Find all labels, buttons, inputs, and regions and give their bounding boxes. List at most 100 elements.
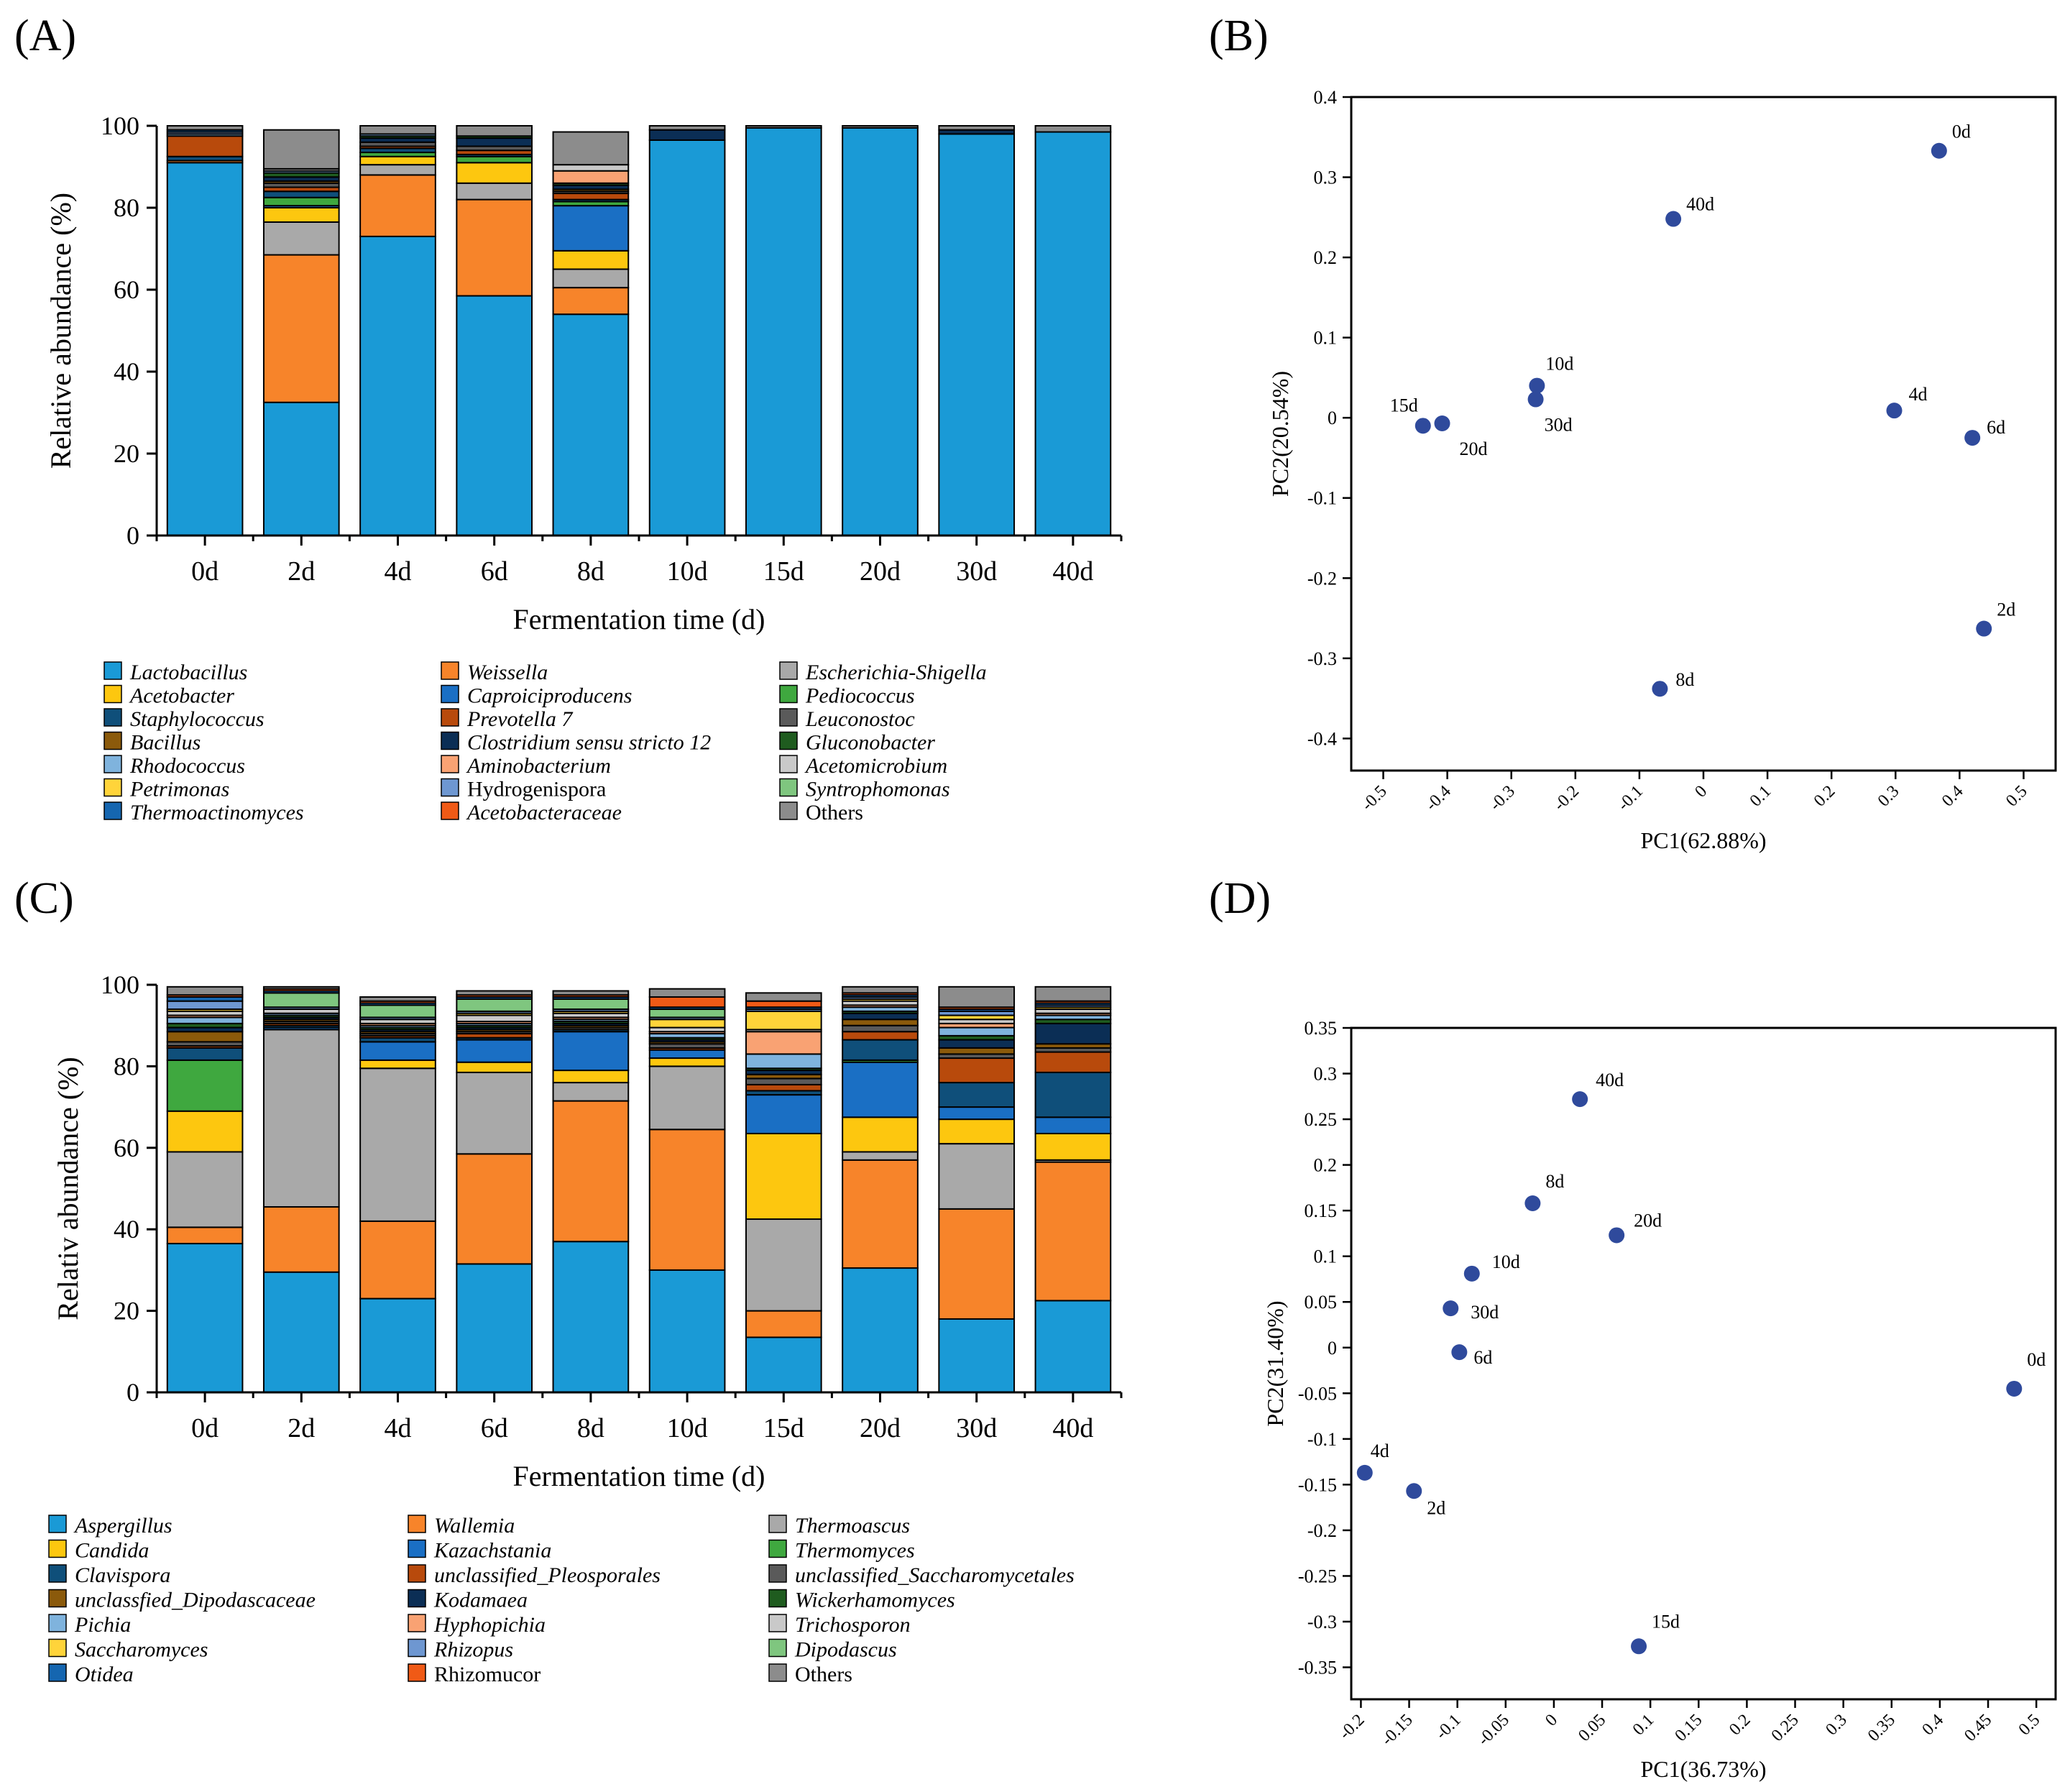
bar-segment	[745, 1336, 822, 1393]
bar-segment	[262, 1271, 340, 1393]
bar-segment	[456, 1039, 533, 1063]
legend-label: Leuconostoc	[805, 707, 915, 731]
legend-swatch	[104, 778, 122, 797]
legend-swatch	[104, 801, 122, 820]
bar-segment	[166, 1000, 244, 1011]
bar-segment	[648, 1065, 726, 1131]
x-axis-title: PC1(62.88%)	[1640, 827, 1766, 853]
legend-label: Hyphopichia	[433, 1613, 546, 1637]
legend-swatch	[48, 1663, 67, 1682]
legend-item: Kodamaea	[408, 1589, 528, 1612]
x-tick-label: -0.2	[1335, 1711, 1368, 1743]
bar-segment	[938, 985, 1016, 1008]
point-label: 30d	[1471, 1302, 1499, 1323]
y-tick-label: 0	[126, 521, 139, 550]
legend-item: Prevotella 7	[441, 707, 574, 731]
bar-segment	[552, 313, 630, 536]
legend-label: Aminobacterium	[466, 754, 611, 778]
bar-segment	[552, 268, 630, 289]
x-tick-label: 0	[1542, 1711, 1561, 1730]
y-tick-label: 100	[101, 970, 139, 999]
legend-swatch	[104, 684, 122, 704]
bar-segment	[842, 1031, 919, 1041]
legend-label: Rhizopus	[433, 1638, 513, 1662]
legend-item: Saccharomyces	[48, 1638, 208, 1662]
bar-segment	[745, 1310, 822, 1338]
bar-segment	[745, 1010, 822, 1031]
legend-swatch	[779, 684, 798, 704]
bar-segment	[552, 1070, 630, 1084]
legend-item: Pediococcus	[779, 684, 915, 708]
legend-item: Lactobacillus	[104, 661, 247, 684]
bar-segment	[938, 1026, 1016, 1037]
point-label: 4d	[1908, 384, 1927, 405]
point-label: 20d	[1460, 438, 1488, 459]
legend-label: Dipodascus	[794, 1638, 897, 1662]
x-tick-label: 40d	[1052, 1413, 1093, 1443]
legend-swatch	[779, 708, 798, 727]
y-tick-label: 0.2	[1314, 1155, 1338, 1176]
pcoa-point	[1665, 211, 1682, 227]
point-label: 2d	[1997, 599, 2015, 620]
legend-label: Escherichia-Shigella	[805, 661, 987, 684]
legend-item: Aspergillus	[48, 1514, 172, 1538]
legend-label: Wickerhamomyces	[795, 1589, 955, 1612]
pcoa-plot-d: -0.2 -0.15 -0.1 -0.05 0 0.05 0.1 0.15 0.2 0.25 0.3…	[1262, 1018, 2057, 1782]
pcoa-point	[1572, 1091, 1588, 1108]
x-tick-label: 0d	[191, 556, 218, 587]
y-tick-label: 0.25	[1305, 1109, 1338, 1130]
pcoa-point	[1463, 1265, 1480, 1282]
x-axis-title: PC1(36.73%)	[1640, 1756, 1766, 1782]
pcoa-point	[2006, 1380, 2023, 1397]
legend-item: Thermomyces	[768, 1539, 915, 1563]
y-tick-label: 0	[1328, 1338, 1337, 1359]
bar-segment	[456, 155, 533, 164]
bar-segment	[1034, 985, 1112, 1002]
y-tick-label: -0.2	[1307, 568, 1337, 589]
legend-label: Hydrogenispora	[467, 778, 606, 801]
bar-segment	[938, 1106, 1016, 1121]
x-tick-label: 0.45	[1961, 1711, 1995, 1745]
bar-segment	[842, 127, 919, 537]
x-tick-label: 0.2	[1726, 1711, 1754, 1740]
y-tick-label: -0.3	[1307, 1612, 1337, 1632]
x-tick-label: -0.15	[1378, 1711, 1417, 1750]
bar-segment	[456, 998, 533, 1012]
x-tick-label: 8d	[577, 1413, 604, 1443]
pcoa-point	[1964, 430, 1981, 446]
legend-item: Dipodascus	[768, 1638, 897, 1662]
bar-segment	[938, 1318, 1016, 1393]
legend-label: Pichia	[74, 1613, 131, 1637]
legend-label: Others	[806, 801, 863, 824]
x-tick-label: -0.3	[1486, 782, 1519, 814]
bar-segment	[359, 996, 436, 1002]
y-tick-label: -0.15	[1298, 1474, 1337, 1495]
legend-swatch	[104, 731, 122, 750]
pcoa-point	[1631, 1638, 1647, 1655]
legend-swatch	[408, 1539, 426, 1558]
x-tick-label: -0.1	[1614, 782, 1647, 814]
bar-segment	[1034, 1300, 1112, 1394]
bar-segment	[1034, 1071, 1112, 1118]
x-tick-label: -0.2	[1550, 782, 1583, 814]
bar-segment	[842, 1267, 919, 1393]
x-tick-label: 20d	[860, 1413, 901, 1443]
y-tick-label: 60	[114, 275, 139, 304]
x-tick-label: 0d	[191, 1413, 218, 1443]
legend-swatch	[48, 1539, 67, 1558]
legend-item: Clavispora	[48, 1563, 170, 1587]
bar-segment	[552, 1031, 630, 1072]
bar-segment	[166, 125, 244, 131]
legend-swatch	[441, 661, 459, 680]
y-tick-label: 20	[114, 1297, 139, 1325]
point-label: 15d	[1652, 1611, 1680, 1632]
point-label: 0d	[1952, 121, 1971, 142]
x-axis-title: Fermentation time (d)	[512, 1460, 765, 1492]
bar-segment	[456, 1263, 533, 1394]
x-tick-label: -0.5	[1358, 782, 1391, 814]
legend-item: Clostridium sensu stricto 12	[441, 731, 711, 755]
bar-segment	[456, 198, 533, 297]
legend-label: Saccharomyces	[75, 1638, 208, 1662]
bar-segment	[938, 1057, 1016, 1084]
bar-segment	[166, 985, 244, 996]
